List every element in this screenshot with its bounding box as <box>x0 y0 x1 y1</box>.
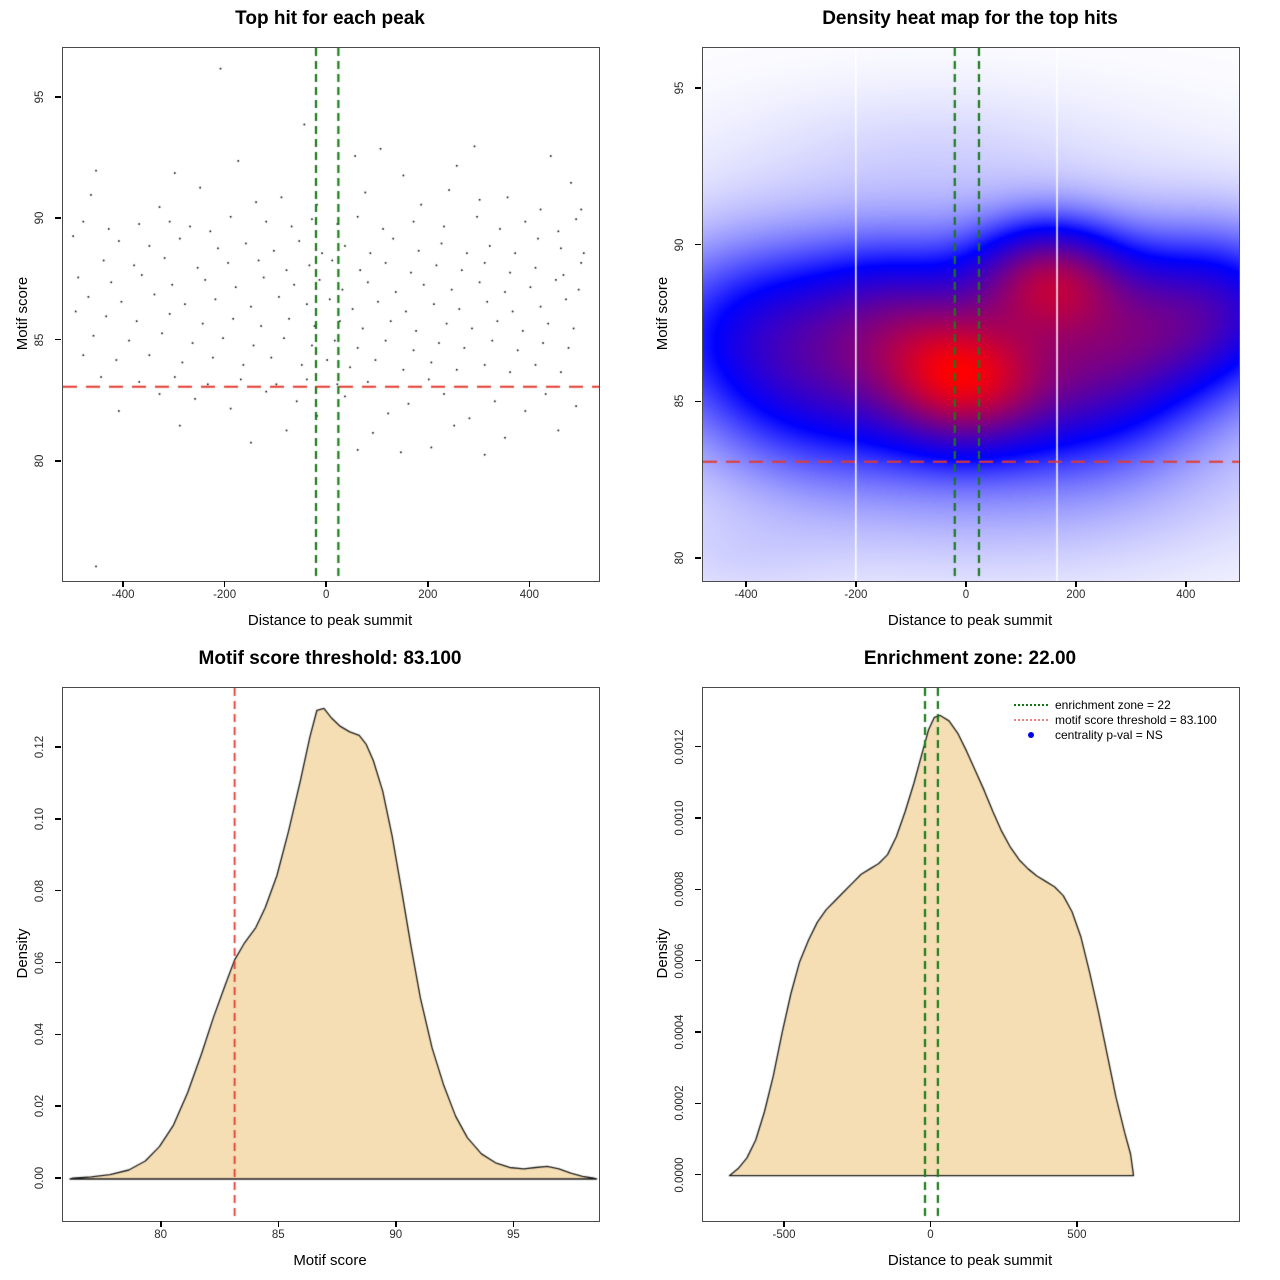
y-axis-label: Density <box>654 928 671 979</box>
scatter-canvas <box>63 48 599 581</box>
y-tick <box>55 338 61 341</box>
y-axis-label: Motif score <box>14 276 31 351</box>
legend-label: centrality p-val = NS <box>1055 727 1163 742</box>
y-tick <box>55 1177 61 1179</box>
legend-swatch-green-dotted-line <box>1014 703 1048 706</box>
y-tick-label: 90 <box>34 211 46 225</box>
legend-swatch-blue-dot-icon <box>1028 731 1034 738</box>
y-tick <box>55 746 61 748</box>
legend-swatch-red-dotted-line <box>1014 718 1048 721</box>
x-tick-label: 0 <box>962 589 970 601</box>
x-tick-label: -400 <box>111 589 135 601</box>
x-axis-label: Distance to peak summit <box>247 612 413 629</box>
y-tick-label: 0.08 <box>34 879 46 902</box>
x-tick-label: 200 <box>1066 589 1086 601</box>
x-tick-label: 0 <box>927 1229 934 1241</box>
legend-label: enrichment zone = 22 <box>1055 697 1171 712</box>
y-tick <box>695 557 701 559</box>
y-tick-label: 0.02 <box>34 1094 46 1118</box>
plot-frame <box>702 687 1240 1222</box>
plot-frame <box>702 47 1240 582</box>
y-tick-label: 0.0002 <box>674 1085 686 1121</box>
x-tick-label: 95 <box>506 1229 520 1241</box>
y-tick <box>55 96 61 98</box>
x-tick-label: -400 <box>734 589 758 601</box>
page-title: Motif score threshold: 83.100 <box>198 648 462 669</box>
y-tick <box>695 243 701 246</box>
y-tick-label: 90 <box>674 238 686 251</box>
x-tick-label: 80 <box>154 1229 168 1241</box>
panel-distance-density: Enrichment zone: 22.00 Density enrichmen… <box>640 640 1280 1280</box>
plot-frame <box>62 47 600 582</box>
y-tick <box>55 1105 61 1107</box>
plot-frame <box>62 687 600 1222</box>
x-tick-label: -500 <box>772 1229 796 1241</box>
y-axis-label: Motif score <box>654 276 671 351</box>
y-tick <box>695 87 701 89</box>
x-tick-label: 500 <box>1067 1229 1087 1241</box>
y-tick-label: 80 <box>34 454 46 468</box>
y-tick-label: 0.06 <box>34 951 46 974</box>
y-tick-label: 85 <box>34 333 46 346</box>
legend-item-motif-score-threshold: motif score threshold = 83.100 <box>1014 712 1217 727</box>
y-tick-label: 95 <box>34 90 46 104</box>
x-axis-label: Distance to peak summit <box>887 612 1053 629</box>
y-tick <box>55 961 61 964</box>
x-tick-label: -200 <box>844 589 868 601</box>
x-axis-label: Distance to peak summit <box>887 1252 1053 1269</box>
panel-top-hit-scatter: Top hit for each peak Motif score Distan… <box>0 0 640 640</box>
y-tick <box>695 1173 701 1176</box>
legend-item-enrichment-zone: enrichment zone = 22 <box>1014 697 1217 712</box>
y-tick <box>55 217 61 219</box>
legend-label: motif score threshold = 83.100 <box>1055 712 1217 727</box>
x-tick-label: 200 <box>418 589 438 601</box>
y-tick-label: 0.0004 <box>674 1014 686 1050</box>
y-tick <box>695 888 701 890</box>
y-tick-label: 0.0000 <box>674 1157 686 1193</box>
panel-density-heatmap: Density heat map for the top hits Motif … <box>640 0 1280 640</box>
y-tick-label: 85 <box>674 394 686 408</box>
y-tick <box>55 460 61 462</box>
y-tick-label: 0.12 <box>34 735 46 759</box>
y-tick-label: 0.00 <box>34 1166 46 1190</box>
x-tick-label: 85 <box>271 1229 285 1241</box>
y-tick-label: 80 <box>674 551 686 565</box>
page-title: Enrichment zone: 22.00 <box>863 648 1077 669</box>
y-axis-label: Density <box>14 928 31 979</box>
y-tick-label: 0.0012 <box>674 729 686 765</box>
legend-item-centrality-pval: centrality p-val = NS <box>1014 727 1217 742</box>
density-canvas <box>63 688 599 1221</box>
page-title: Top hit for each peak <box>235 8 425 29</box>
legend: enrichment zone = 22 motif score thresho… <box>1014 697 1217 742</box>
heatmap-canvas <box>703 48 1239 581</box>
y-tick <box>695 400 701 402</box>
panel-motif-score-density: Motif score threshold: 83.100 Density Mo… <box>0 640 640 1280</box>
x-tick-label: 90 <box>389 1229 403 1241</box>
y-tick-label: 95 <box>674 81 686 95</box>
x-tick-label: 0 <box>322 589 330 601</box>
x-tick-label: 400 <box>1176 589 1196 601</box>
y-tick <box>695 745 701 748</box>
x-tick-label: -200 <box>213 589 237 601</box>
page-title: Density heat map for the top hits <box>822 8 1118 29</box>
y-tick-label: 0.04 <box>34 1023 46 1046</box>
y-tick <box>695 1031 701 1033</box>
x-axis-label: Motif score <box>293 1252 367 1269</box>
y-tick <box>55 889 61 892</box>
y-tick <box>695 817 701 819</box>
y-tick <box>55 818 61 820</box>
y-tick <box>55 1033 61 1036</box>
y-tick-label: 0.0008 <box>674 871 686 907</box>
y-tick <box>695 959 701 962</box>
y-tick-label: 0.0010 <box>674 800 686 836</box>
density-canvas <box>703 688 1239 1221</box>
y-tick-label: 0.0006 <box>674 943 686 979</box>
y-tick-label: 0.10 <box>34 807 46 830</box>
y-tick <box>695 1102 701 1105</box>
x-tick-label: 400 <box>519 589 539 601</box>
